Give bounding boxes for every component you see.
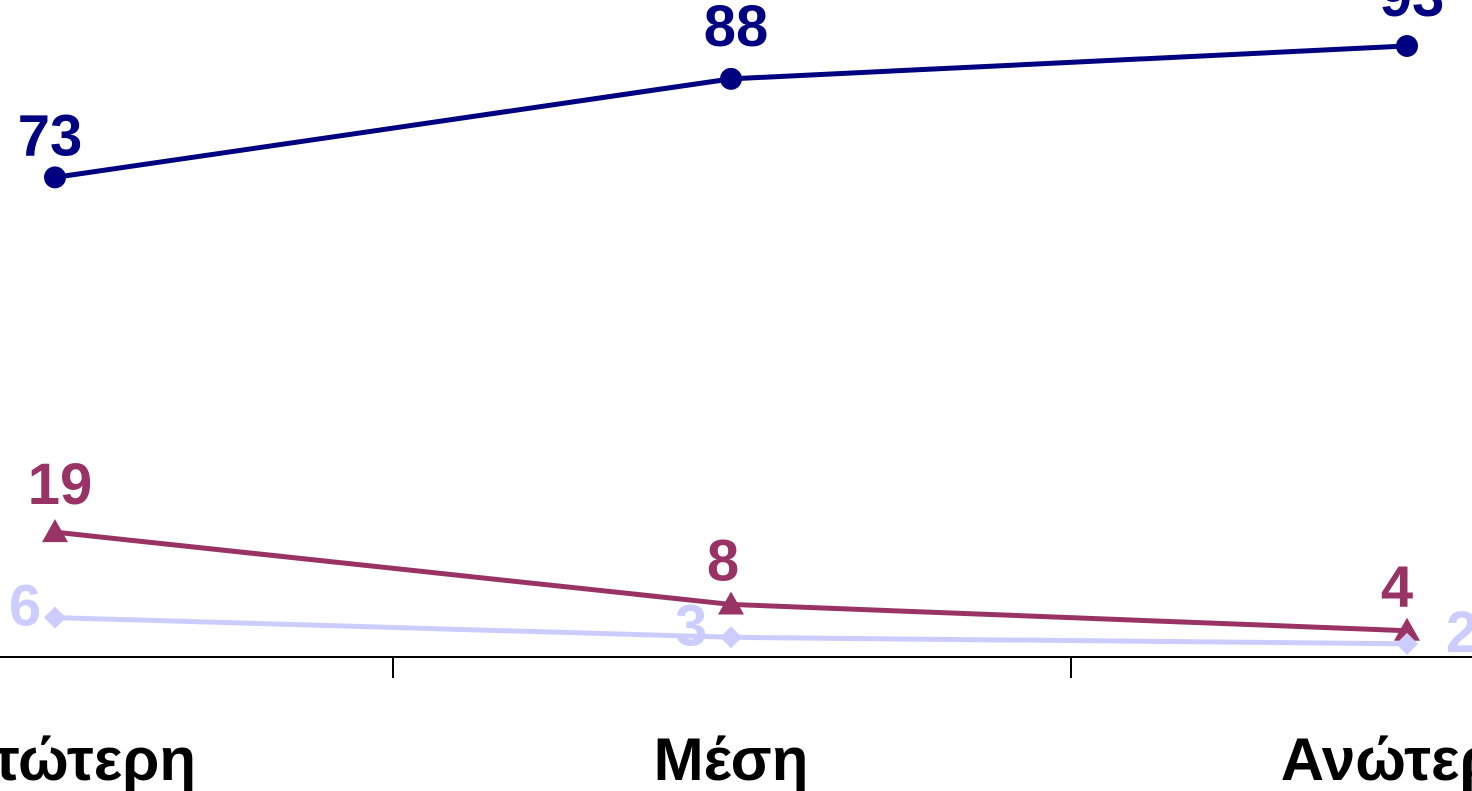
- data-label: 4: [1381, 555, 1413, 620]
- data-label: 93: [1380, 0, 1445, 29]
- series-layer: 73 88 93 19 8 4 6 3 2: [9, 0, 1472, 665]
- x-tick-label: Μέση: [654, 726, 809, 791]
- data-point: [44, 166, 66, 189]
- data-label: 2: [1446, 600, 1472, 665]
- x-tick-label: Κατώτερη: [0, 726, 196, 791]
- data-label: 8: [707, 528, 739, 593]
- data-point: [1394, 617, 1420, 641]
- data-point: [720, 67, 742, 90]
- data-label: 19: [28, 452, 93, 517]
- data-point: [42, 519, 68, 543]
- data-point: [1396, 632, 1418, 655]
- data-label: 6: [9, 574, 41, 639]
- data-point: [44, 606, 66, 629]
- data-point: [720, 626, 742, 649]
- data-label: 73: [18, 103, 83, 168]
- x-tick-label: Ανώτερη: [1281, 726, 1472, 791]
- data-point: [1396, 34, 1418, 57]
- data-point: [718, 591, 744, 615]
- data-label: 3: [675, 593, 707, 658]
- data-label: 88: [704, 0, 769, 59]
- series-line: [54, 43, 1408, 180]
